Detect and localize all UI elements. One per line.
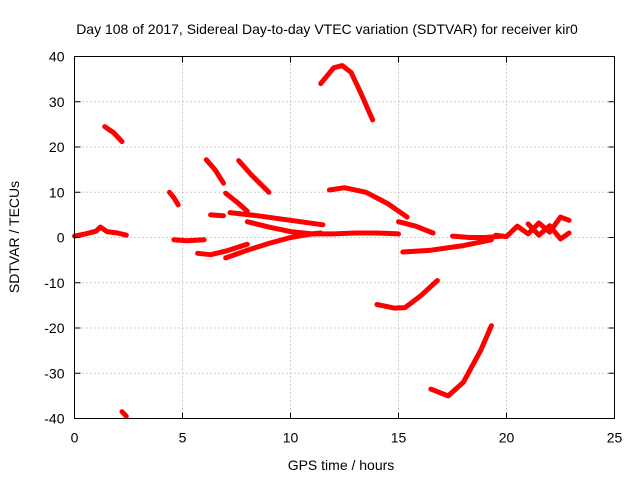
x-tick-label: 20: [499, 430, 515, 446]
y-tick-label: 10: [49, 184, 65, 200]
series-arc-3: [119, 409, 129, 419]
series-arc-18: [400, 237, 494, 255]
y-tick-label: 40: [49, 49, 65, 65]
series-arc-1: [72, 224, 129, 239]
series-arc-9: [223, 190, 250, 214]
x-tick-label: 5: [179, 430, 187, 446]
y-tick-label: 30: [49, 94, 65, 110]
series-arc-15: [326, 185, 410, 220]
series-arc-13: [244, 219, 401, 237]
y-tick-label: 20: [49, 139, 65, 155]
y-tick-label: 0: [57, 230, 65, 246]
axis-ticks: [74, 56, 615, 419]
series-arc-5: [171, 237, 207, 244]
series-arc-4: [167, 189, 181, 208]
chart-title: Day 108 of 2017, Sidereal Day-to-day VTE…: [76, 21, 578, 37]
x-tick-labels: 0 5 10 15 20 25: [71, 430, 623, 446]
data-traces: [72, 63, 572, 419]
series-arc-6: [195, 241, 250, 258]
y-axis-label: SDTVAR / TECUs: [6, 181, 22, 293]
x-tick-label: 25: [607, 430, 623, 446]
x-tick-label: 10: [283, 430, 299, 446]
series-arc-17: [396, 219, 436, 236]
y-tick-labels: -40 -30 -20 -10 0 10 20 30 40: [44, 49, 64, 427]
series-arc-16: [374, 278, 440, 311]
y-tick-label: -40: [44, 411, 64, 427]
series-arc-20: [450, 233, 505, 240]
y-tick-label: -10: [44, 275, 64, 291]
series-arc-2: [102, 124, 125, 145]
x-tick-label: 15: [391, 430, 407, 446]
x-tick-label: 0: [71, 430, 79, 446]
series-arc-22: [525, 221, 572, 242]
series-arc-8: [208, 212, 226, 219]
series-arc-12: [236, 158, 272, 195]
series-arc-7: [203, 157, 226, 186]
grid-lines: [74, 56, 615, 419]
series-arc-14: [318, 63, 376, 123]
y-tick-label: -30: [44, 365, 64, 381]
series-arc-11: [227, 210, 326, 228]
series-arc-19: [428, 323, 494, 399]
x-axis-label: GPS time / hours: [288, 457, 395, 473]
y-tick-label: -20: [44, 320, 64, 336]
